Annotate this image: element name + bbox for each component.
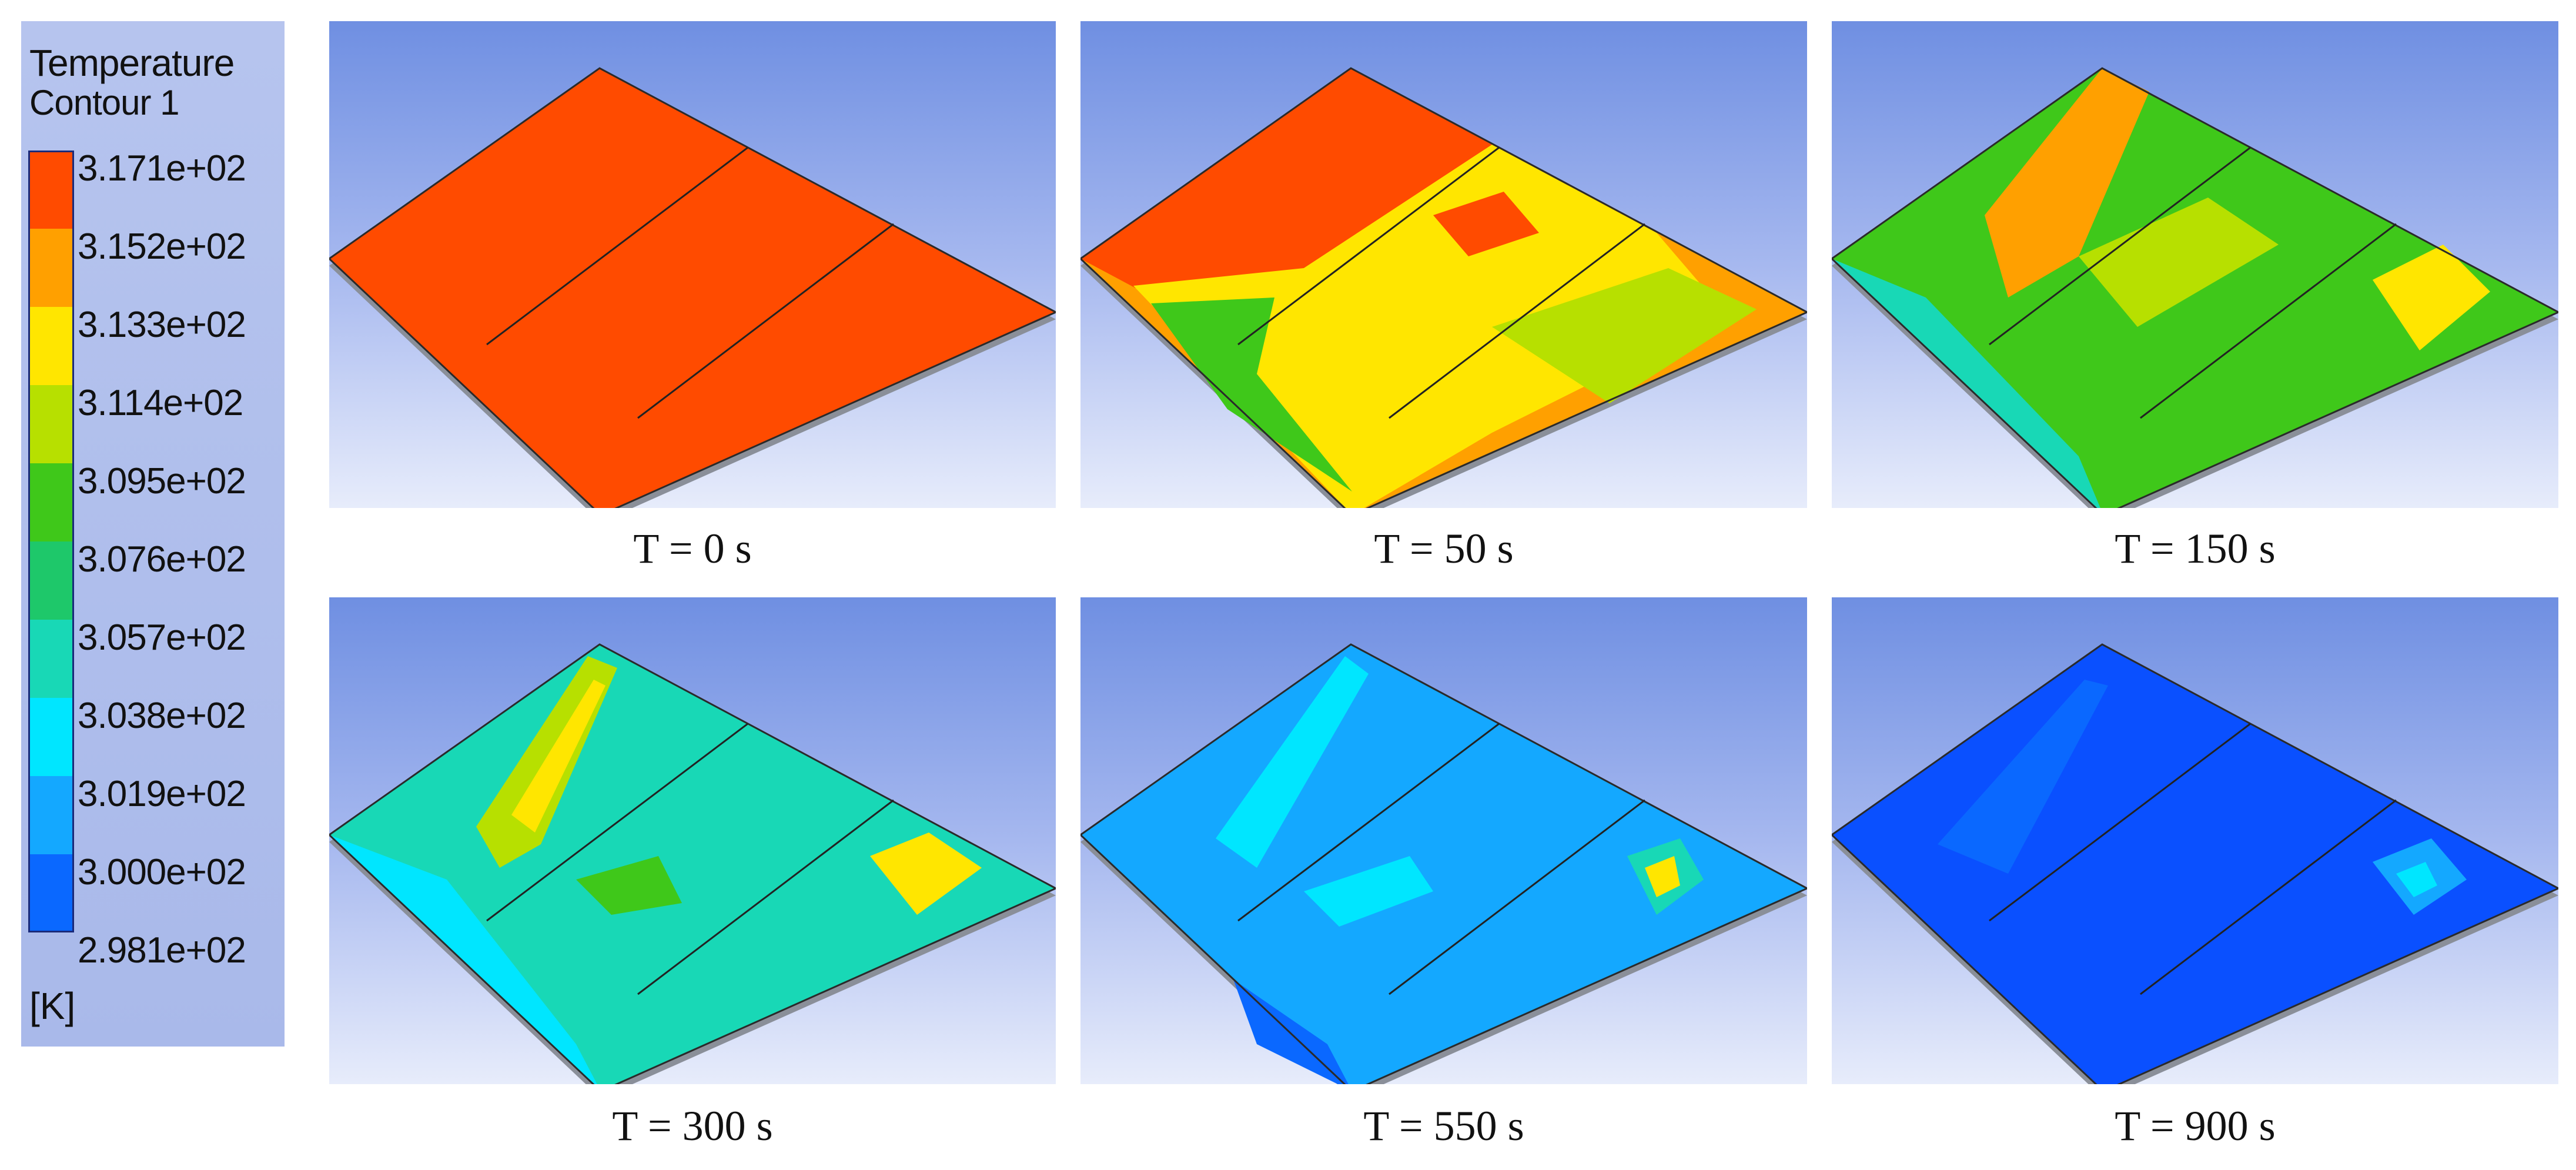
cool-spot xyxy=(1304,856,1433,927)
legend-tick: 3.114e+02 xyxy=(78,383,243,423)
plate-view xyxy=(1832,643,2558,1084)
panel-caption: T = 550 s xyxy=(1363,1102,1524,1149)
plate-divider xyxy=(1237,723,1500,922)
plate-divider xyxy=(1389,223,1645,419)
color-bar-segment xyxy=(28,151,74,229)
plate-view xyxy=(329,643,1056,1084)
plate-divider xyxy=(1389,799,1645,995)
legend-tick: 3.000e+02 xyxy=(78,852,246,892)
plate-view xyxy=(1080,643,1807,1084)
mild-region xyxy=(2079,198,2279,327)
plate-outline xyxy=(1832,643,2558,1084)
mild-region xyxy=(1492,268,1757,403)
panel-caption: T = 50 s xyxy=(1374,525,1514,572)
panel-caption: T = 900 s xyxy=(2115,1102,2276,1149)
color-bar-segment xyxy=(28,541,74,620)
plate-view xyxy=(329,67,1056,508)
legend-tick: 3.133e+02 xyxy=(78,305,246,345)
plate-divider xyxy=(486,146,748,346)
plate-divider xyxy=(637,799,894,995)
hot-region xyxy=(1080,68,1492,315)
plate-view xyxy=(1832,67,2558,508)
legend-tick: 3.076e+02 xyxy=(78,539,246,580)
plate-divider xyxy=(637,223,894,419)
contour-panel-t50 xyxy=(1080,21,1807,508)
color-bar-segment xyxy=(28,854,74,932)
temperature-legend: Temperature Contour 1 3.171e+02 3.152e+0… xyxy=(21,21,285,1047)
panel-caption: T = 0 s xyxy=(633,525,752,572)
cool-streak xyxy=(1216,656,1369,868)
plate-outline xyxy=(1080,643,1807,1084)
legend-tick: 3.152e+02 xyxy=(78,226,246,267)
contour-panel-t150 xyxy=(1832,21,2558,508)
panel-caption: T = 300 s xyxy=(612,1102,773,1149)
legend-subtitle: Contour 1 xyxy=(29,83,179,122)
color-bar-segment xyxy=(28,463,74,541)
legend-unit: [K] xyxy=(29,985,76,1027)
plate-divider xyxy=(486,723,748,922)
plate-divider xyxy=(1989,723,2251,922)
warm-region xyxy=(1985,68,2149,297)
plate-divider xyxy=(2140,223,2397,419)
plate-outline xyxy=(329,643,1056,1084)
cool-streak xyxy=(1938,680,2108,874)
warm-streak xyxy=(511,680,605,833)
color-bar-segment xyxy=(28,698,74,776)
color-bar-segment xyxy=(28,229,74,307)
plate-surface xyxy=(1080,644,1807,1084)
color-bar-segment xyxy=(28,385,74,463)
contour-panel-t0 xyxy=(329,21,1056,508)
plate-divider xyxy=(2140,799,2397,995)
legend-tick: 3.057e+02 xyxy=(78,617,246,658)
contour-panel-t550 xyxy=(1080,597,1807,1084)
warm-spot xyxy=(2373,245,2490,350)
plate-divider xyxy=(1989,146,2251,346)
hot-core xyxy=(1645,856,1680,897)
cool-region xyxy=(1151,297,1352,492)
contour-panel-t900 xyxy=(1832,597,2558,1084)
plate-divider xyxy=(1237,146,1500,346)
warm-spot xyxy=(870,833,982,915)
color-bar xyxy=(28,151,74,932)
warm-core xyxy=(2396,862,2437,897)
color-bar-segment xyxy=(28,776,74,854)
legend-tick: 3.038e+02 xyxy=(78,696,246,736)
contour-panel-t300 xyxy=(329,597,1056,1084)
mild-spot xyxy=(576,856,682,915)
legend-tick: 3.095e+02 xyxy=(78,461,246,502)
plate-outline xyxy=(1080,67,1807,508)
hot-spot xyxy=(1433,192,1539,256)
plate-surface xyxy=(1832,644,2558,1084)
legend-title: Temperature xyxy=(29,42,235,84)
plate-outline xyxy=(329,67,1056,508)
color-bar-segment xyxy=(28,620,74,698)
plate-surface xyxy=(329,68,1056,508)
legend-tick: 3.019e+02 xyxy=(78,774,246,814)
legend-tick: 3.171e+02 xyxy=(78,148,246,189)
panel-caption: T = 150 s xyxy=(2115,525,2276,572)
plate-view xyxy=(1080,67,1807,508)
color-bar-segment xyxy=(28,307,74,385)
plate-outline xyxy=(1832,67,2558,508)
legend-tick: 2.981e+02 xyxy=(78,930,246,971)
